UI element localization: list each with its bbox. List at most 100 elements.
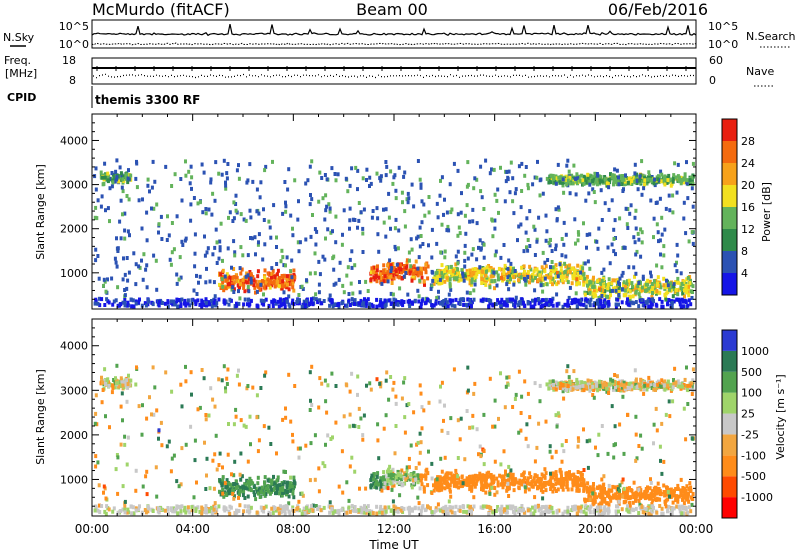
scatter-cell — [232, 216, 236, 221]
scatter-cell — [256, 475, 260, 480]
scatter-cell — [538, 273, 542, 278]
scatter-cell — [245, 486, 249, 491]
scatter-cell — [370, 266, 374, 271]
scatter-cell — [600, 294, 604, 298]
scatter-cell — [657, 497, 661, 502]
scatter-cell — [680, 489, 684, 494]
scatter-cell — [526, 182, 530, 187]
scatter-cell — [492, 270, 496, 275]
scatter-cell — [598, 383, 602, 388]
scatter-cell — [224, 180, 227, 185]
scatter-cell — [555, 292, 559, 297]
scatter-cell — [443, 197, 446, 202]
scatter-cell — [538, 193, 542, 198]
scatter-cell — [655, 303, 659, 308]
scatter-cell — [389, 469, 393, 474]
scatter-cell — [614, 252, 617, 257]
scatter-cell — [587, 191, 591, 196]
scatter-cell — [689, 181, 692, 186]
scatter-cell — [121, 383, 125, 388]
scatter-cell — [155, 287, 159, 292]
scatter-cell — [454, 262, 458, 267]
scatter-cell — [649, 302, 653, 306]
scatter-cell — [682, 501, 686, 506]
scatter-cell — [400, 477, 404, 482]
scatter-cell — [458, 298, 462, 303]
scatter-cell — [390, 472, 394, 477]
scatter-cell — [348, 303, 352, 307]
scatter-cell — [331, 229, 334, 234]
cpid-label: CPID — [7, 91, 36, 104]
scatter-cell — [480, 487, 483, 492]
scatter-cell — [592, 491, 596, 496]
scatter-cell — [365, 178, 368, 182]
scatter-cell — [516, 480, 520, 485]
scatter-cell — [559, 268, 563, 273]
scatter-cell — [491, 424, 495, 429]
scatter-cell — [345, 303, 349, 308]
scatter-cell — [115, 381, 119, 386]
scatter-cell — [490, 274, 494, 279]
scatter-cell — [368, 175, 372, 180]
scatter-cell — [389, 481, 393, 486]
scatter-cell — [438, 269, 442, 274]
scatter-cell — [190, 186, 193, 191]
scatter-cell — [369, 270, 373, 275]
scatter-cell — [547, 275, 551, 280]
scatter-cell — [378, 303, 382, 308]
scatter-cell — [210, 212, 214, 217]
scatter-cell — [289, 269, 293, 274]
scatter-cell — [234, 202, 238, 206]
scatter-cell — [281, 279, 285, 284]
scatter-cell — [285, 255, 289, 260]
scatter-cell — [293, 178, 297, 183]
scatter-cell — [242, 489, 246, 494]
scatter-cell — [290, 277, 294, 282]
scatter-cell — [249, 280, 253, 285]
scatter-cell — [99, 204, 103, 209]
scatter-cell — [281, 302, 285, 307]
scatter-cell — [470, 280, 474, 285]
scatter-cell — [626, 180, 630, 185]
scatter-cell — [660, 215, 664, 220]
scatter-cell — [499, 165, 502, 170]
scatter-cell — [200, 304, 204, 309]
scatter-cell — [599, 188, 603, 193]
scatter-cell — [536, 269, 540, 274]
scatter-cell — [502, 449, 506, 454]
scatter-cell — [465, 476, 469, 481]
scatter-cell — [384, 173, 388, 178]
scatter-cell — [496, 187, 500, 192]
scatter-cell — [652, 385, 656, 390]
scatter-cell — [568, 476, 572, 481]
scatter-cell — [190, 301, 194, 306]
scatter-cell — [235, 301, 238, 306]
scatter-cell — [369, 484, 373, 489]
scatter-cell — [442, 212, 445, 217]
scatter-cell — [577, 232, 581, 237]
scatter-cell — [166, 299, 170, 304]
scatter-cell — [574, 291, 578, 296]
scatter-cell — [551, 282, 554, 287]
scatter-cell — [602, 490, 606, 495]
scatter-cell — [175, 214, 179, 219]
scatter-cell — [514, 478, 518, 483]
scatter-cell — [445, 268, 449, 273]
scatter-cell — [402, 300, 406, 304]
scatter-cell — [676, 379, 680, 384]
scatter-cell — [667, 298, 671, 302]
scatter-cell — [586, 498, 589, 503]
scatter-cell — [212, 280, 216, 285]
scatter-cell — [152, 412, 156, 417]
scatter-cell — [217, 171, 221, 176]
scatter-cell — [314, 292, 318, 297]
scatter-cell — [502, 477, 506, 481]
scatter-cell — [412, 470, 416, 475]
scatter-cell — [610, 488, 614, 493]
scatter-cell — [611, 381, 615, 386]
scatter-cell — [451, 298, 455, 303]
scatter-cell — [374, 274, 378, 278]
scatter-cell — [281, 275, 285, 280]
scatter-cell — [680, 178, 684, 182]
scatter-cell — [168, 257, 172, 262]
